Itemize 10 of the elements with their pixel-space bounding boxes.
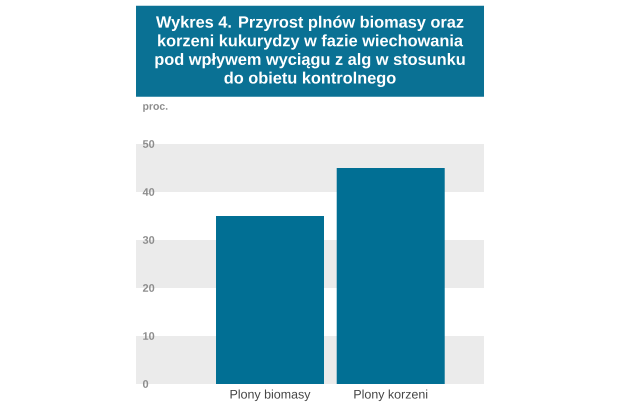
y-tick-label: 20 bbox=[142, 284, 154, 292]
y-axis-title: proc. bbox=[143, 104, 168, 112]
x-tick-label: Plony korzeni bbox=[354, 390, 428, 402]
y-tick-label: 50 bbox=[142, 140, 154, 148]
x-tick-label: Plony biomasy bbox=[230, 390, 310, 402]
y-tick-label: 30 bbox=[142, 236, 154, 244]
chart-title: Wykres 4. Przyrost plnów biomasy oraz korzeni kukurydzy w fazie wiechowania pod wpływem wyciągu z alg w stosunku do obietu kontrolnego bbox=[155, 16, 465, 87]
y-tick-label: 40 bbox=[142, 188, 154, 196]
y-tick-label: 10 bbox=[143, 332, 154, 340]
y-tick-label: 0 bbox=[142, 380, 148, 388]
